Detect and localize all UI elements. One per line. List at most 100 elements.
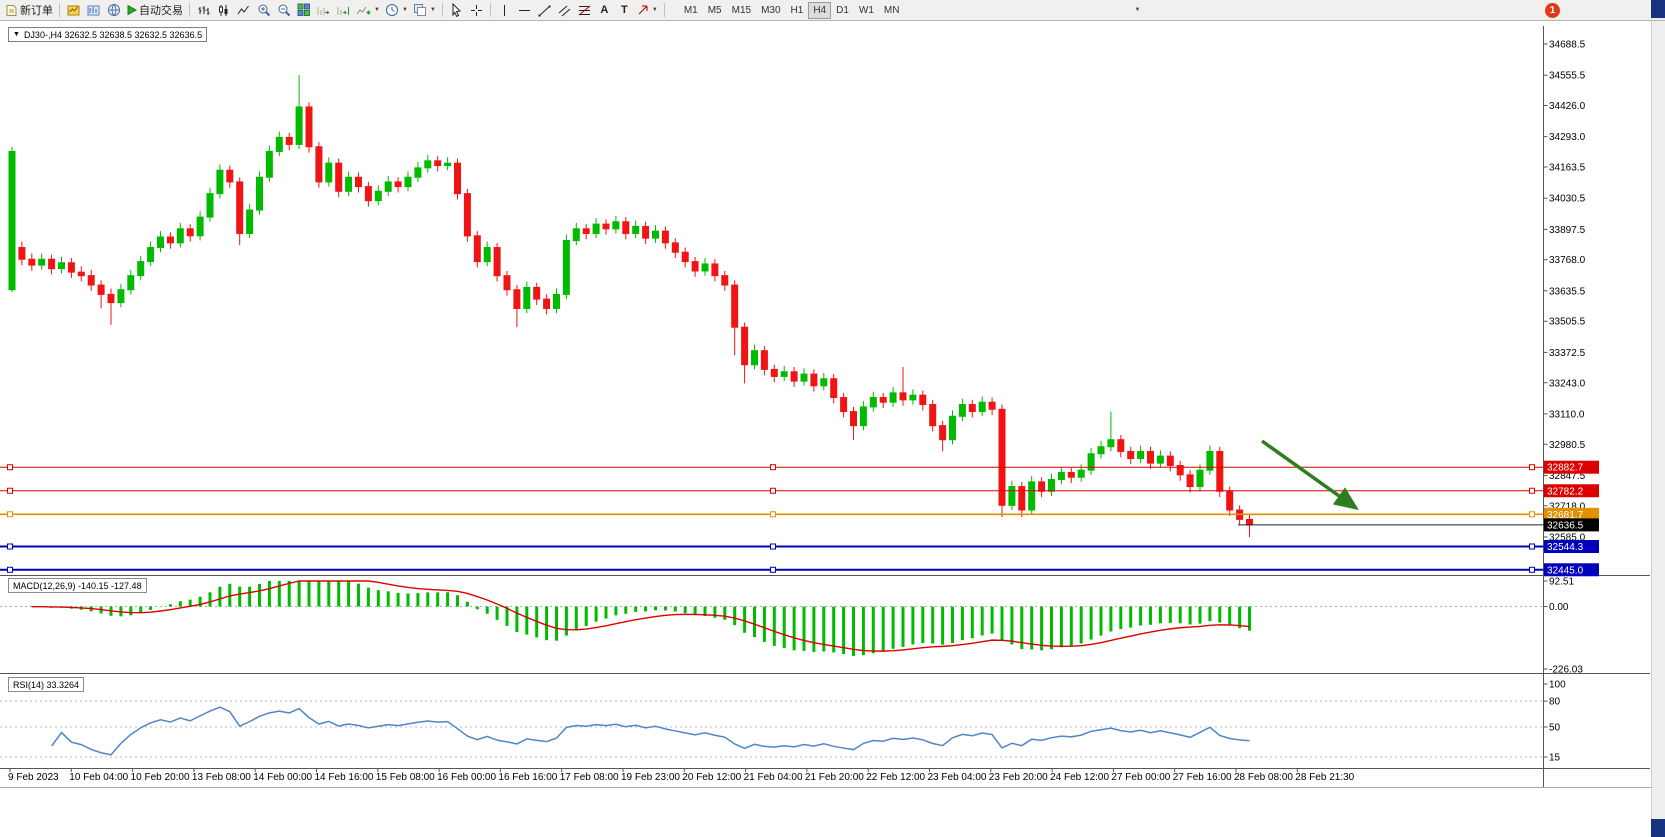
- profiles-button[interactable]: [84, 1, 103, 19]
- arrows-button[interactable]: ▼: [635, 1, 660, 19]
- candle-body: [1097, 446, 1105, 455]
- svg-text:32847.5: 32847.5: [1549, 471, 1586, 482]
- svg-text:16 Feb 00:00: 16 Feb 00:00: [437, 772, 496, 783]
- timeframe-h1[interactable]: H1: [790, 4, 804, 16]
- chart-collapse-icon[interactable]: ▼: [13, 31, 20, 38]
- candle-body: [741, 326, 749, 366]
- line-handle: [1529, 487, 1535, 494]
- candle-body: [691, 261, 699, 272]
- new-chart-button[interactable]: [64, 1, 83, 19]
- timeframe-d1[interactable]: D1: [836, 4, 849, 16]
- bottom-status-strip: [0, 787, 1651, 837]
- candle-body: [226, 169, 234, 183]
- line-chart-button[interactable]: [234, 1, 253, 19]
- svg-text:27 Feb 16:00: 27 Feb 16:00: [1173, 772, 1232, 783]
- auto-trading-button[interactable]: 自动交易: [124, 1, 185, 19]
- svg-text:80: 80: [1549, 697, 1561, 708]
- candle-body: [790, 371, 798, 382]
- trend-arrow[interactable]: [1260, 439, 1359, 511]
- candle-body: [889, 392, 897, 403]
- candlestick-button[interactable]: [214, 1, 233, 19]
- timeframe-h4[interactable]: H4: [808, 1, 832, 19]
- candle-body: [176, 228, 184, 244]
- tile-windows-icon: [297, 3, 310, 16]
- new-order-label: 新订单: [20, 5, 53, 17]
- candle-body: [137, 261, 145, 277]
- candle-body: [1186, 474, 1194, 488]
- timeframe-w1[interactable]: W1: [858, 4, 874, 16]
- candles-layer: [8, 75, 1253, 537]
- bar-chart-button[interactable]: [194, 1, 213, 19]
- tile-windows-button[interactable]: [294, 1, 313, 19]
- vertical-line-button[interactable]: [495, 1, 514, 19]
- indicators-button[interactable]: ▼: [354, 1, 382, 19]
- channel-button[interactable]: [555, 1, 574, 19]
- auto-scroll-button[interactable]: [314, 1, 333, 19]
- market-watch-button[interactable]: [104, 1, 123, 19]
- candle-body: [325, 162, 333, 183]
- candle-body: [206, 193, 214, 218]
- candle-body: [909, 394, 917, 401]
- candle-body: [18, 247, 26, 260]
- indicators-icon: [356, 6, 371, 14]
- candle-body: [582, 228, 590, 234]
- candle-body: [463, 193, 471, 237]
- candle-body: [196, 216, 204, 237]
- candle-body: [988, 401, 996, 410]
- price-badge: [1544, 460, 1599, 474]
- periods-button[interactable]: ▼: [383, 1, 410, 19]
- cursor-button[interactable]: [447, 1, 466, 19]
- timeframe-mn[interactable]: MN: [883, 4, 900, 16]
- trendline-button[interactable]: [535, 1, 554, 19]
- chart-shift-button[interactable]: [334, 1, 353, 19]
- crosshair-button[interactable]: [467, 1, 486, 19]
- notification-badge[interactable]: 1: [1545, 2, 1560, 18]
- svg-text:32980.5: 32980.5: [1549, 440, 1586, 451]
- timeframe-m30[interactable]: M30: [761, 4, 781, 16]
- candle-body: [1246, 518, 1253, 526]
- macd-signal-line: [31, 580, 1250, 652]
- text-button[interactable]: A: [595, 1, 614, 19]
- timeframe-m5[interactable]: M5: [707, 4, 722, 16]
- line-handle: [770, 543, 776, 550]
- label-icon: T: [620, 4, 628, 16]
- candle-body: [1156, 455, 1164, 464]
- fibonacci-button[interactable]: [575, 1, 594, 19]
- candle-body: [612, 221, 620, 230]
- zoom-out-button[interactable]: [274, 1, 293, 19]
- price-badge: [1544, 518, 1599, 532]
- candle-body: [1176, 464, 1184, 476]
- new-order-button[interactable]: 新订单: [3, 1, 55, 19]
- zoom-in-button[interactable]: [254, 1, 273, 19]
- candle-body: [256, 176, 263, 211]
- svg-text:17 Feb 08:00: 17 Feb 08:00: [560, 772, 619, 783]
- line-handle: [7, 464, 13, 471]
- candle-body: [38, 258, 46, 266]
- label-button[interactable]: T: [615, 1, 634, 19]
- line-handle: [770, 511, 776, 518]
- svg-text:22 Feb 12:00: 22 Feb 12:00: [866, 772, 925, 783]
- candle-body: [830, 378, 838, 399]
- horizontal-lines[interactable]: [0, 464, 1544, 573]
- svg-text:14 Feb 16:00: 14 Feb 16:00: [315, 772, 374, 783]
- line-chart-icon: [237, 5, 249, 14]
- horizontal-line-button[interactable]: [515, 1, 534, 19]
- candle-body: [434, 160, 442, 167]
- svg-text:14 Feb 00:00: 14 Feb 00:00: [253, 772, 312, 783]
- line-handle: [7, 511, 13, 518]
- price-badge: [1544, 540, 1599, 554]
- vertical-scrollbar[interactable]: [1651, 21, 1665, 837]
- templates-button[interactable]: ▼: [411, 1, 438, 19]
- candle-body: [265, 150, 273, 178]
- line-handle: [7, 566, 13, 573]
- candle-body: [117, 289, 125, 304]
- toolbar-overflow-button[interactable]: ▼: [1127, 1, 1146, 19]
- text-icon: A: [600, 4, 609, 16]
- caret-down-icon: ▼: [429, 7, 436, 13]
- svg-text:33897.5: 33897.5: [1549, 225, 1586, 236]
- timeframe-m1[interactable]: M1: [683, 4, 698, 16]
- chart-canvas[interactable]: 34688.5 34555.5 34426.0 34293.0 34163.5 34030…: [0, 21, 1651, 837]
- svg-text:15: 15: [1549, 753, 1561, 764]
- timeframe-m15[interactable]: M15: [731, 4, 752, 16]
